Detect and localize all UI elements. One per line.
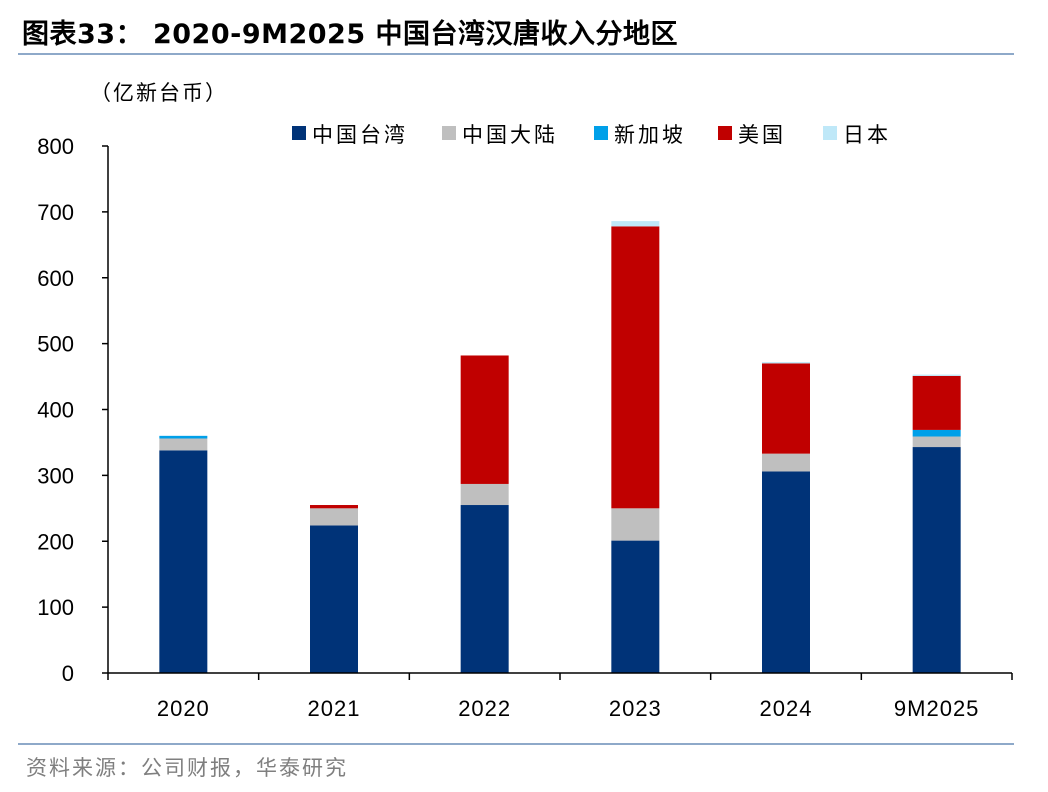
legend-swatch <box>823 126 837 140</box>
legend-swatch <box>718 126 732 140</box>
stacked-bar-chart: （亿新台币） 中国台湾 中国大陆 新加坡 美国 日本 0 100 200 300 400 500 6… <box>37 81 1013 721</box>
bar-segment <box>611 508 660 541</box>
unit-label: （亿新台币） <box>90 81 228 105</box>
legend: 中国台湾 中国大陆 新加坡 美国 日本 <box>292 123 891 147</box>
bar-segment <box>912 429 961 437</box>
bar-segment <box>611 226 660 509</box>
bar-segment <box>762 453 810 472</box>
bar-segment <box>611 540 660 673</box>
bar-segment <box>762 362 810 364</box>
legend-swatch <box>442 126 456 140</box>
legend-label: 日本 <box>843 123 891 147</box>
x-tick-label: 2024 <box>760 696 813 721</box>
y-tick-label: 300 <box>37 463 74 488</box>
bar-segment <box>159 435 208 439</box>
bar-segment <box>762 363 810 454</box>
y-tick-label: 500 <box>37 332 74 357</box>
bar-segment <box>310 505 358 509</box>
y-tick-label: 0 <box>62 661 74 686</box>
bar-segment <box>159 450 208 673</box>
bar-segment <box>611 221 660 227</box>
bar-segment <box>762 471 810 673</box>
legend-label: 中国大陆 <box>462 123 558 147</box>
y-tick-label: 600 <box>37 266 74 291</box>
legend-label: 美国 <box>738 123 786 147</box>
footer-rule <box>18 743 1014 745</box>
bar-segment <box>310 508 358 526</box>
source-note: 资料来源：公司财报，华泰研究 <box>26 756 348 780</box>
title-rule <box>18 53 1014 55</box>
bar-segment <box>912 436 961 448</box>
y-tick-label: 200 <box>37 529 74 554</box>
bar-segment <box>310 525 358 673</box>
bars <box>159 221 961 673</box>
y-tick-label: 100 <box>37 595 74 620</box>
x-tick-label: 2022 <box>458 696 511 721</box>
x-tick-label: 2020 <box>157 696 210 721</box>
bar-segment <box>912 375 961 430</box>
chart-title: 图表33： 2020-9M2025 中国台湾汉唐收入分地区 <box>22 19 679 50</box>
bar-segment <box>460 505 509 673</box>
legend-label: 中国台湾 <box>312 123 408 147</box>
y-tick-label: 700 <box>37 200 74 225</box>
y-tick-label: 400 <box>37 398 74 423</box>
bar-segment <box>460 483 509 506</box>
legend-swatch <box>292 126 306 140</box>
bar-segment <box>460 355 509 484</box>
bar-segment <box>159 438 208 451</box>
x-tick-label: 2023 <box>609 696 662 721</box>
bar-segment <box>912 374 961 376</box>
bar-segment <box>912 447 961 673</box>
x-axis: 2020 2021 2022 2023 2024 9M2025 <box>107 672 1013 721</box>
x-tick-label: 2021 <box>308 696 361 721</box>
x-tick-label: 9M2025 <box>894 696 980 721</box>
legend-label: 新加坡 <box>614 123 686 147</box>
legend-swatch <box>594 126 608 140</box>
y-axis: 0 100 200 300 400 500 600 700 800 <box>37 134 109 686</box>
y-tick-label: 800 <box>37 134 74 159</box>
